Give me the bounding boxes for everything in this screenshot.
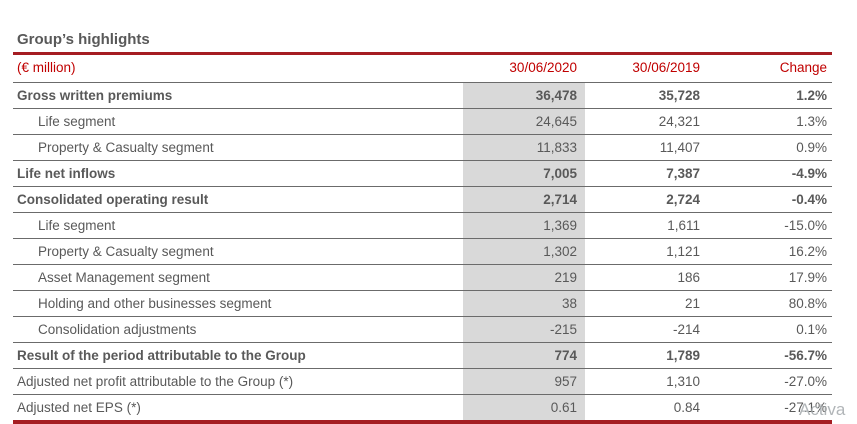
watermark: Activa <box>799 400 846 419</box>
value-2019: 186 <box>677 270 700 285</box>
column-header-change: Change <box>779 60 827 75</box>
value-2019: 1,789 <box>666 348 700 363</box>
value-change: 80.8% <box>788 296 827 311</box>
row-label: Property & Casualty segment <box>38 140 214 155</box>
table-row: Result of the period attributable to the… <box>13 342 832 368</box>
title-rule <box>13 52 832 55</box>
value-change: -56.7% <box>784 348 827 363</box>
page-title: Group’s highlights <box>17 31 150 48</box>
row-label: Adjusted net EPS (*) <box>17 400 141 415</box>
value-2019: 35,728 <box>658 88 700 103</box>
value-change: -27.1% <box>784 400 827 415</box>
value-2020: 7,005 <box>463 161 585 186</box>
value-change: 1.3% <box>796 114 827 129</box>
value-2019: 11,407 <box>659 140 700 155</box>
table-row: Adjusted net profit attributable to the … <box>13 368 832 394</box>
row-label: Adjusted net profit attributable to the … <box>17 374 294 389</box>
table-row: Consolidated operating result 2,714 2,72… <box>13 186 832 212</box>
value-change: 17.9% <box>788 270 827 285</box>
row-label: Property & Casualty segment <box>38 244 214 259</box>
row-label: Holding and other businesses segment <box>38 296 272 311</box>
row-label: Gross written premiums <box>17 88 173 103</box>
row-label: Life net inflows <box>17 166 116 181</box>
table-header-row: (€ million) 30/06/2020 30/06/2019 Change <box>13 55 832 82</box>
highlights-table: (€ million) 30/06/2020 30/06/2019 Change… <box>13 55 832 420</box>
table-row: Property & Casualty segment 11,833 11,40… <box>13 134 832 160</box>
value-2020: 11,833 <box>463 135 585 160</box>
row-label: Result of the period attributable to the… <box>17 348 306 363</box>
table-row: Holding and other businesses segment 38 … <box>13 290 832 316</box>
value-2020: 2,714 <box>463 187 585 212</box>
table-row: Life segment 24,645 24,321 1.3% <box>13 108 832 134</box>
row-label: Life segment <box>38 114 116 129</box>
value-2019: 1,611 <box>667 218 700 233</box>
column-header-2020: 30/06/2020 <box>509 60 577 75</box>
column-header-2019: 30/06/2019 <box>632 60 700 75</box>
value-change: -27.0% <box>784 374 827 389</box>
value-2020: 38 <box>463 291 585 316</box>
table-bottom-rule <box>13 420 832 424</box>
value-2019: 1,310 <box>666 374 700 389</box>
table-row: Gross written premiums 36,478 35,728 1.2… <box>13 82 832 108</box>
value-2019: 1,121 <box>666 244 700 259</box>
value-2020: 957 <box>463 369 585 394</box>
value-2019: 2,724 <box>666 192 700 207</box>
value-change: -0.4% <box>791 192 827 207</box>
value-2019: 0.84 <box>673 400 700 415</box>
value-2020: 36,478 <box>463 83 585 108</box>
value-2020: 24,645 <box>463 109 585 134</box>
value-2020: 0.61 <box>463 395 585 420</box>
value-2020: 219 <box>463 265 585 290</box>
row-label: Life segment <box>38 218 116 233</box>
table-row: Property & Casualty segment 1,302 1,121 … <box>13 238 832 264</box>
table-row: Life segment 1,369 1,611 -15.0% <box>13 212 832 238</box>
value-change: 0.1% <box>796 322 827 337</box>
value-2019: 24,321 <box>658 114 700 129</box>
value-change: 16.2% <box>788 244 827 259</box>
value-2020: 1,369 <box>463 213 585 238</box>
table-row: Asset Management segment 219 186 17.9% <box>13 264 832 290</box>
value-change: -4.9% <box>791 166 827 181</box>
table-row: Consolidation adjustments -215 -214 0.1% <box>13 316 832 342</box>
value-2019: 21 <box>684 296 700 311</box>
value-2020: 774 <box>463 343 585 368</box>
row-label: Asset Management segment <box>38 270 210 285</box>
value-change: -15.0% <box>784 218 827 233</box>
value-2019: -214 <box>672 322 700 337</box>
value-2019: 7,387 <box>666 166 700 181</box>
table-row: Adjusted net EPS (*) 0.61 0.84 -27.1% <box>13 394 832 420</box>
unit-label: (€ million) <box>17 60 76 75</box>
value-change: 1.2% <box>796 88 827 103</box>
table-row: Life net inflows 7,005 7,387 -4.9% <box>13 160 832 186</box>
row-label: Consolidated operating result <box>17 192 209 207</box>
value-change: 0.9% <box>796 140 827 155</box>
value-2020: -215 <box>463 317 585 342</box>
value-2020: 1,302 <box>463 239 585 264</box>
row-label: Consolidation adjustments <box>38 322 197 337</box>
report-page: Group’s highlights (€ million) 30/06/202… <box>13 0 832 424</box>
